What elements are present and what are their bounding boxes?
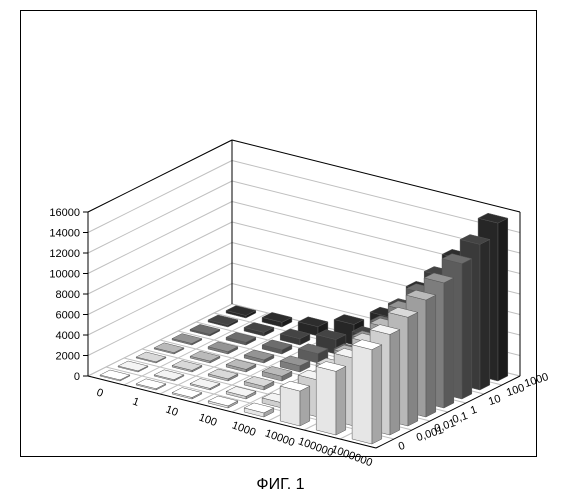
svg-text:14000: 14000 bbox=[49, 228, 80, 240]
svg-text:8000: 8000 bbox=[56, 289, 80, 301]
svg-text:100: 100 bbox=[197, 412, 218, 430]
figure-caption: ФИГ. 1 bbox=[0, 476, 561, 494]
svg-text:1000: 1000 bbox=[230, 419, 257, 439]
svg-text:1: 1 bbox=[131, 396, 141, 409]
svg-text:4000: 4000 bbox=[56, 330, 80, 342]
svg-text:6000: 6000 bbox=[56, 310, 80, 322]
svg-text:10: 10 bbox=[164, 404, 180, 419]
svg-text:0: 0 bbox=[74, 371, 80, 383]
svg-text:1000: 1000 bbox=[523, 371, 550, 390]
svg-text:1000000: 1000000 bbox=[330, 443, 374, 469]
svg-text:100: 100 bbox=[505, 382, 526, 399]
svg-text:0,1: 0,1 bbox=[451, 410, 469, 426]
svg-text:0: 0 bbox=[397, 440, 407, 453]
svg-text:2000: 2000 bbox=[56, 351, 80, 363]
svg-text:0: 0 bbox=[95, 387, 105, 400]
svg-text:12000: 12000 bbox=[49, 248, 80, 260]
svg-text:100000: 100000 bbox=[297, 435, 336, 459]
bar3d-chart: 0200040006000800010000120001400016000011… bbox=[0, 0, 561, 500]
svg-text:16000: 16000 bbox=[49, 207, 80, 219]
svg-text:10: 10 bbox=[487, 393, 502, 408]
svg-text:10000: 10000 bbox=[263, 427, 296, 449]
svg-text:10000: 10000 bbox=[49, 269, 80, 281]
svg-text:1: 1 bbox=[469, 404, 479, 417]
